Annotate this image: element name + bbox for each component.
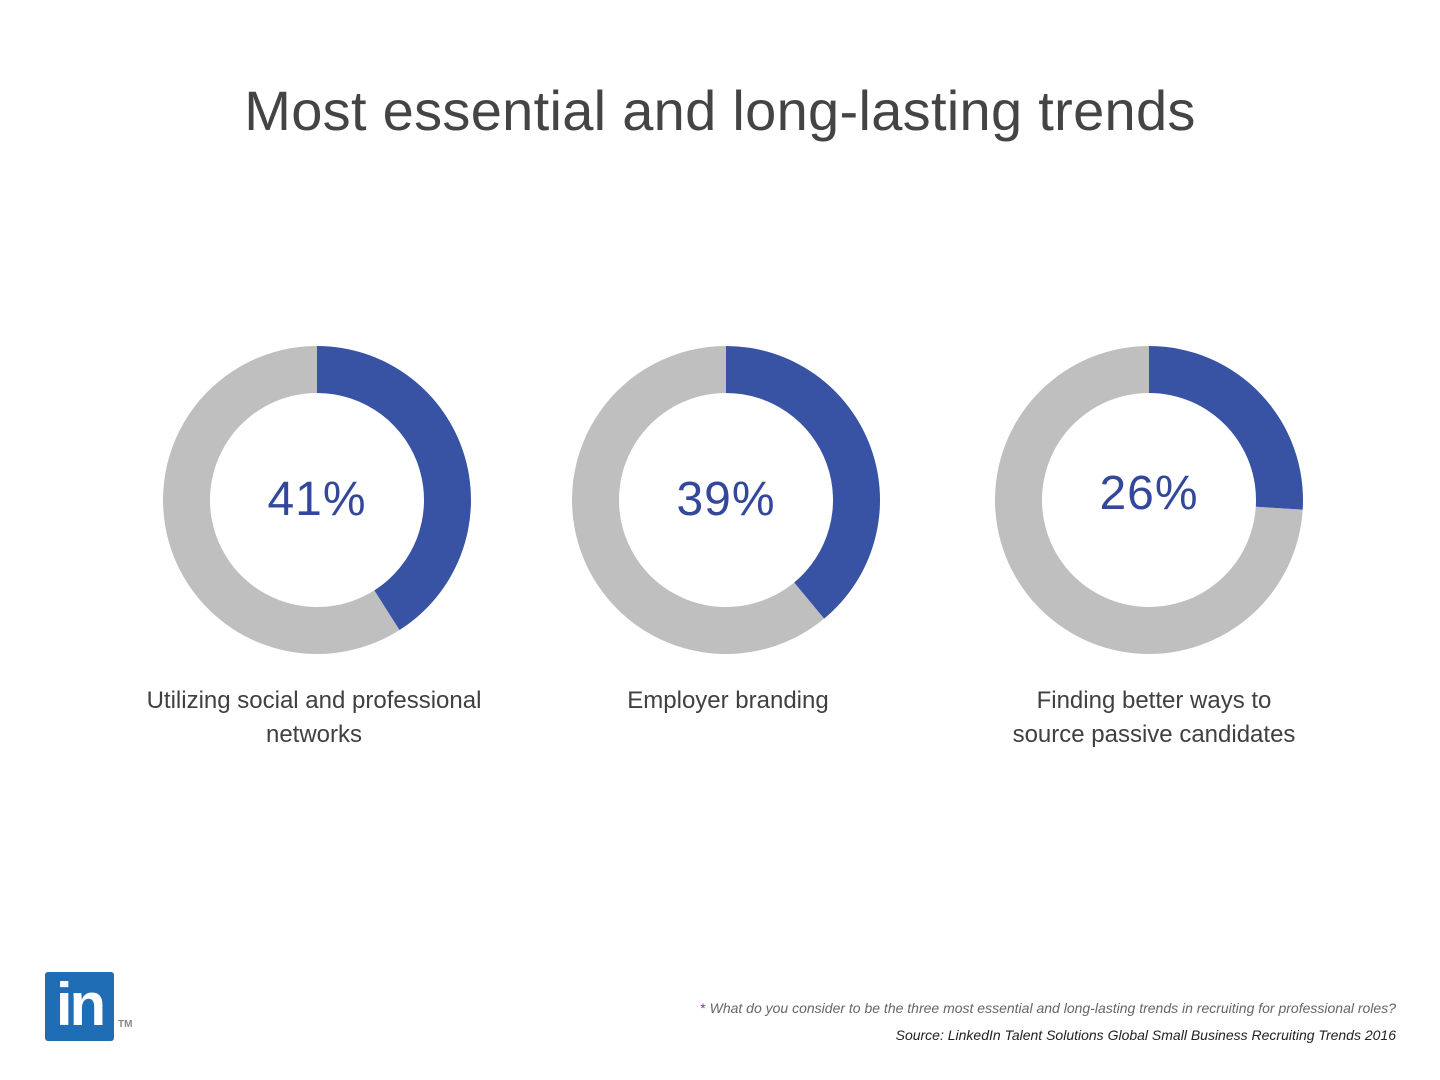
donut-value-label: 39% [676, 473, 776, 526]
donut-caption: Finding better ways to source passive ca… [1012, 687, 1296, 748]
trademark-mark: TM [118, 1019, 133, 1030]
donut-caption: Utilizing social and professional networ… [146, 687, 482, 748]
donut-chart-1: 41% [157, 340, 477, 660]
donut-remainder-slice [162, 346, 400, 654]
linkedin-logo-icon: in [45, 972, 114, 1041]
footnote-asterisk: * [700, 1000, 706, 1016]
survey-question-footnote: * What do you consider to be the three m… [700, 1000, 1396, 1016]
donut-remainder-slice [572, 346, 825, 654]
donut-chart-3: 26% [989, 340, 1309, 660]
donut-caption: Employer branding [627, 687, 829, 714]
donut-svg [162, 346, 471, 654]
page-title: Most essential and long-lasting trends [244, 79, 1196, 142]
donut-value-slice [317, 346, 471, 631]
donut-chart-2: 39% [566, 340, 886, 660]
donut-value-label: 41% [267, 473, 367, 526]
donut-value-slice [1149, 346, 1303, 510]
donut-value-slice [726, 346, 880, 619]
source-citation: Source: LinkedIn Talent Solutions Global… [895, 1027, 1396, 1043]
donut-value-label: 26% [1099, 467, 1199, 520]
footnote-text: What do you consider to be the three mos… [709, 1000, 1396, 1016]
donut-svg [995, 346, 1303, 654]
donut-svg [572, 346, 880, 654]
donut-remainder-slice [995, 346, 1303, 654]
